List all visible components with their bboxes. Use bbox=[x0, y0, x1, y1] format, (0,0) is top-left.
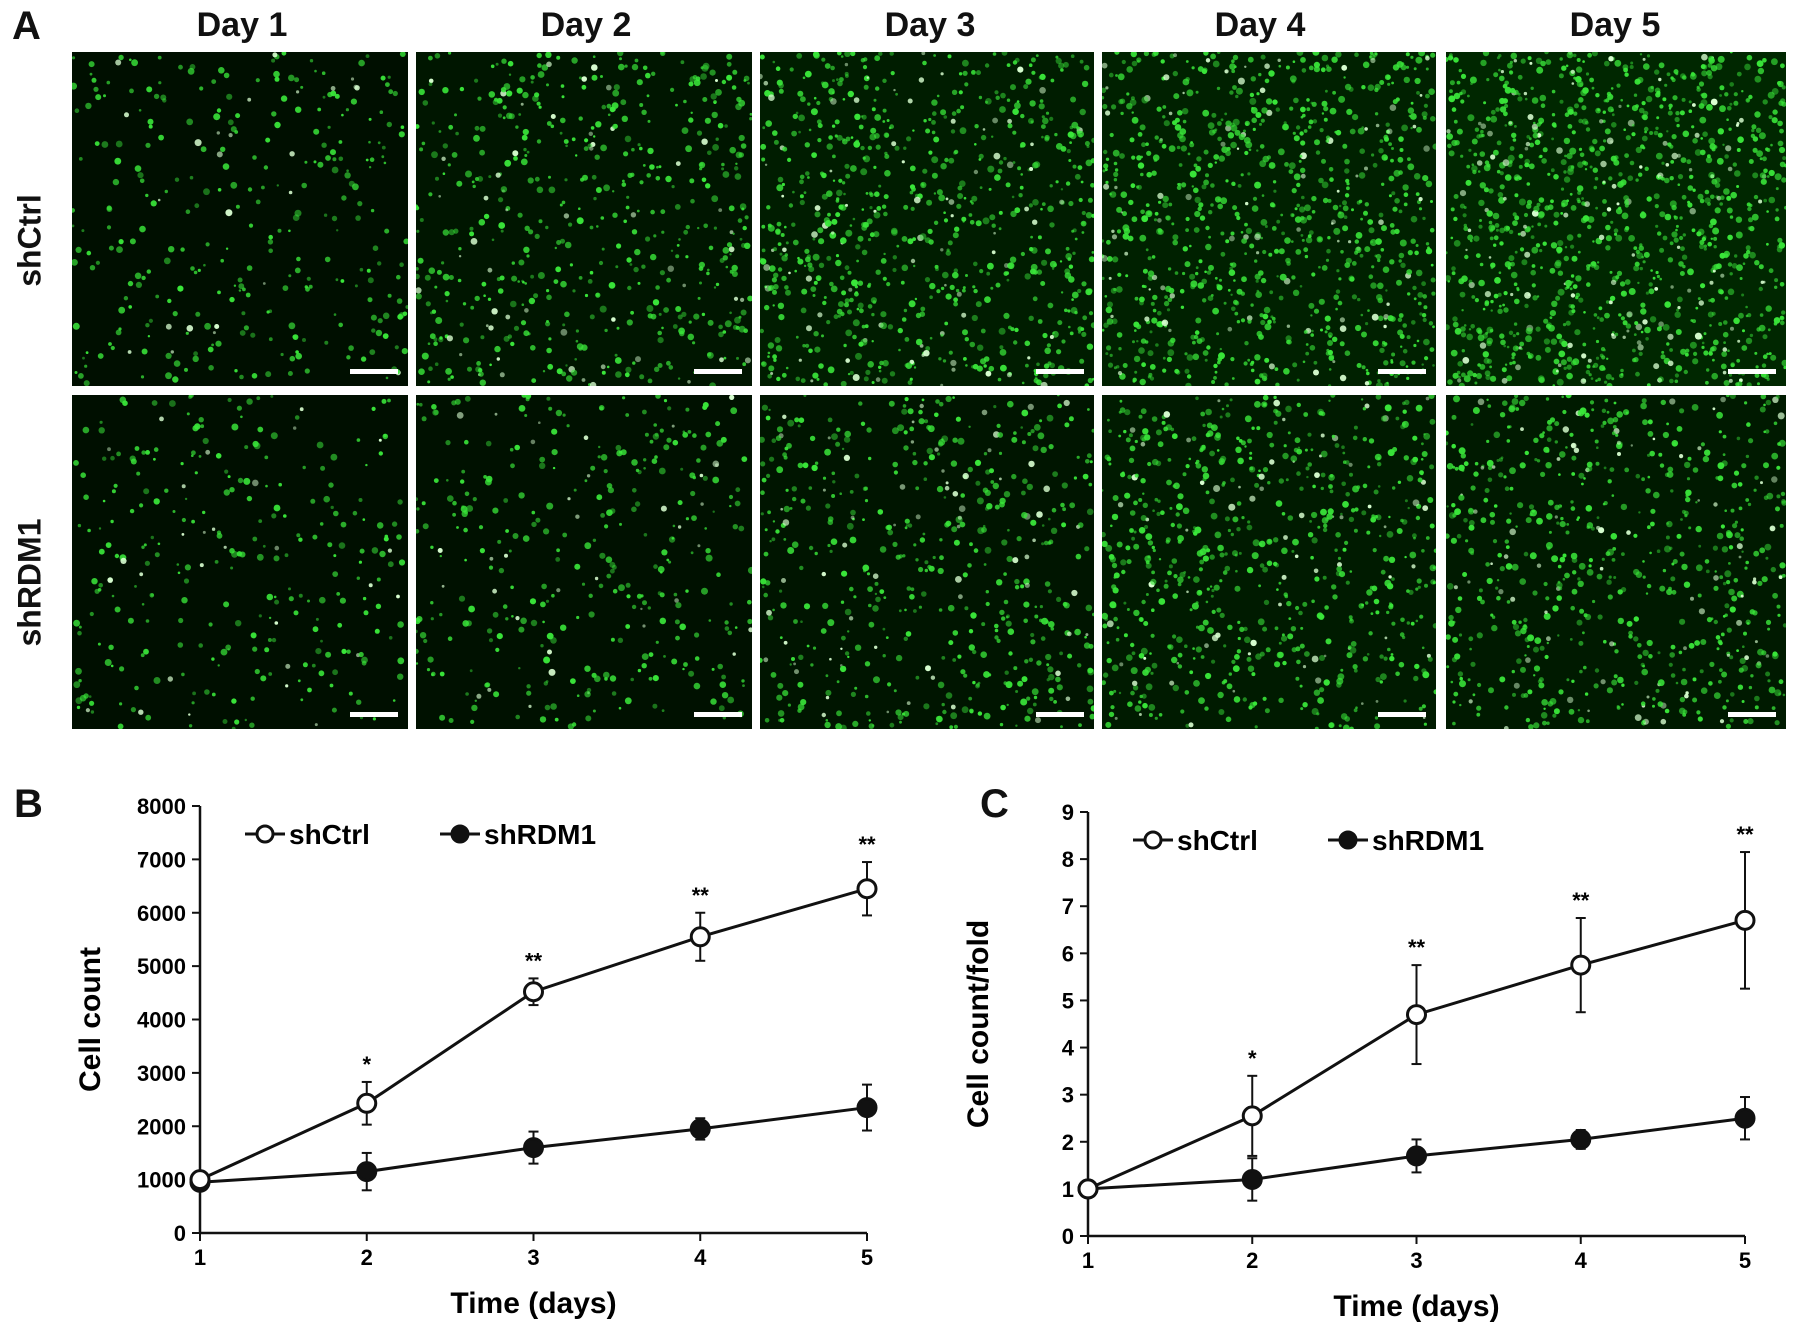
chart-c-legend-label-shrdm1: shRDM1 bbox=[1372, 825, 1484, 856]
chart-b-point-shctrl bbox=[689, 926, 711, 948]
cell-count-chart: 0 1000 2000 3000 4000 5000 6000 7000 8000 1 2 3 4 5 Ti… bbox=[74, 794, 878, 1320]
micrograph-shrdm1-day-5 bbox=[1446, 395, 1786, 729]
micrograph-shctrl-day-1 bbox=[72, 52, 408, 386]
chart-b-x-tick-label: 2 bbox=[361, 1245, 373, 1270]
chart-c-y-tick-label: 3 bbox=[1062, 1083, 1074, 1108]
scale-bar bbox=[1378, 369, 1426, 374]
chart-b-point-shctrl bbox=[356, 1092, 378, 1114]
chart-b-x-tick-label: 1 bbox=[194, 1245, 206, 1270]
chart-c-x-tick-label: 3 bbox=[1410, 1248, 1422, 1273]
row-label-shctrl: shCtrl bbox=[11, 194, 48, 287]
chart-c-y-axis-title: Cell count/fold bbox=[965, 920, 995, 1128]
chart-c-significance-marker: ** bbox=[1736, 822, 1754, 847]
chart-b-point-shrdm1 bbox=[356, 1161, 378, 1183]
micrograph-shctrl-day-5 bbox=[1446, 52, 1786, 386]
chart-c-point-shctrl bbox=[1734, 909, 1756, 931]
chart-b-point-shrdm1 bbox=[856, 1097, 878, 1119]
day-label-1: Day 1 bbox=[196, 6, 288, 44]
chart-c-legend-marker-shctrl bbox=[1143, 830, 1163, 850]
chart-b-y-tick-label: 6000 bbox=[137, 901, 186, 926]
micrograph-shrdm1-day-1 bbox=[72, 395, 408, 729]
chart-c-y-tick-label: 8 bbox=[1062, 847, 1074, 872]
day-label-2: Day 2 bbox=[540, 6, 632, 44]
chart-c-y-tick-label: 7 bbox=[1062, 894, 1074, 919]
chart-b-significance-marker: ** bbox=[525, 948, 543, 973]
chart-b-legend-label-shctrl: shCtrl bbox=[289, 819, 370, 850]
scale-bar bbox=[1728, 712, 1776, 717]
scale-bar bbox=[350, 369, 398, 374]
day-label-5: Day 5 bbox=[1569, 6, 1661, 44]
chart-c-x-axis-title: Time (days) bbox=[1333, 1290, 1499, 1323]
chart-b-point-shrdm1 bbox=[689, 1118, 711, 1140]
chart-c-x-tick-label: 5 bbox=[1739, 1248, 1751, 1273]
chart-c-y-tick-label: 4 bbox=[1062, 1036, 1075, 1061]
scale-bar bbox=[1378, 712, 1426, 717]
chart-b-x-tick-label: 4 bbox=[694, 1245, 707, 1270]
chart-c-point-shctrl bbox=[1406, 1004, 1427, 1026]
chart-c-y-tick-label: 6 bbox=[1062, 941, 1074, 966]
micrograph-shctrl-day-3 bbox=[760, 52, 1094, 386]
micrograph-shctrl-day-2 bbox=[416, 52, 752, 386]
chart-b-x-tick-label: 5 bbox=[861, 1245, 873, 1270]
chart-b-y-tick-label: 3000 bbox=[137, 1061, 186, 1086]
chart-b-y-tick-label: 1000 bbox=[137, 1168, 186, 1193]
chart-b-legend-label-shrdm1: shRDM1 bbox=[484, 819, 596, 850]
chart-b-point-shctrl bbox=[856, 878, 878, 900]
chart-c-significance-marker: ** bbox=[1408, 935, 1426, 960]
micrograph-shrdm1-day-3 bbox=[760, 395, 1094, 729]
chart-c-legend-marker-shrdm1 bbox=[1338, 830, 1358, 850]
chart-b-legend-marker-shctrl bbox=[255, 824, 275, 844]
chart-b-point-shctrl bbox=[189, 1169, 211, 1191]
chart-c-y-tick-label: 5 bbox=[1062, 988, 1074, 1013]
scale-bar bbox=[694, 369, 742, 374]
chart-b-significance-marker: ** bbox=[858, 832, 876, 857]
chart-b-x-tick-label: 3 bbox=[527, 1245, 539, 1270]
scale-bar bbox=[1036, 712, 1084, 717]
panel-label-a: A bbox=[12, 4, 41, 48]
chart-c-point-shrdm1 bbox=[1570, 1128, 1592, 1150]
panel-label-c: C bbox=[980, 782, 1009, 826]
chart-c-point-shctrl bbox=[1077, 1178, 1099, 1200]
chart-c-y-tick-label: 9 bbox=[1062, 800, 1074, 825]
day-label-4: Day 4 bbox=[1214, 6, 1306, 44]
chart-c-y-tick-label: 2 bbox=[1062, 1130, 1074, 1155]
chart-b-point-shrdm1 bbox=[523, 1137, 544, 1159]
chart-b-legend-marker-shrdm1 bbox=[450, 824, 470, 844]
chart-c-legend-label-shctrl: shCtrl bbox=[1177, 825, 1258, 856]
chart-b-significance-marker: * bbox=[362, 1052, 371, 1077]
panel-label-b: B bbox=[14, 782, 43, 826]
chart-c-x-tick-label: 1 bbox=[1082, 1248, 1094, 1273]
chart-b-y-tick-label: 0 bbox=[174, 1221, 186, 1246]
chart-c-significance-marker: ** bbox=[1572, 888, 1590, 913]
row-label-shrdm1: shRDM1 bbox=[11, 518, 48, 647]
scale-bar bbox=[694, 712, 742, 717]
chart-b-point-shctrl bbox=[523, 981, 544, 1003]
micrograph-shrdm1-day-4 bbox=[1102, 395, 1436, 729]
chart-c-point-shrdm1 bbox=[1406, 1145, 1427, 1167]
chart-b-y-tick-label: 8000 bbox=[137, 794, 186, 819]
scale-bar bbox=[1728, 369, 1776, 374]
chart-b-y-tick-label: 2000 bbox=[137, 1114, 186, 1139]
chart-b-y-tick-label: 5000 bbox=[137, 954, 186, 979]
scale-bar bbox=[350, 712, 398, 717]
chart-c-x-tick-label: 4 bbox=[1575, 1248, 1588, 1273]
chart-c-point-shctrl bbox=[1570, 954, 1592, 976]
chart-c-significance-marker: * bbox=[1248, 1046, 1257, 1071]
chart-c-point-shrdm1 bbox=[1734, 1107, 1756, 1129]
chart-b-y-tick-label: 4000 bbox=[137, 1008, 186, 1033]
micrograph-shrdm1-day-2 bbox=[416, 395, 752, 729]
chart-b-x-axis-title: Time (days) bbox=[450, 1287, 616, 1320]
chart-c-point-shctrl bbox=[1241, 1105, 1263, 1127]
chart-b-y-tick-label: 7000 bbox=[137, 847, 186, 872]
chart-c-y-tick-label: 1 bbox=[1062, 1177, 1074, 1202]
micrograph-shctrl-day-4 bbox=[1102, 52, 1436, 386]
chart-c-point-shrdm1 bbox=[1241, 1168, 1263, 1190]
chart-c-x-tick-label: 2 bbox=[1246, 1248, 1258, 1273]
chart-b-y-axis-title: Cell count bbox=[74, 947, 107, 1092]
scale-bar bbox=[1036, 369, 1084, 374]
day-label-3: Day 3 bbox=[884, 6, 976, 44]
chart-b-significance-marker: ** bbox=[692, 883, 710, 908]
chart-c-y-tick-label: 0 bbox=[1062, 1224, 1074, 1249]
